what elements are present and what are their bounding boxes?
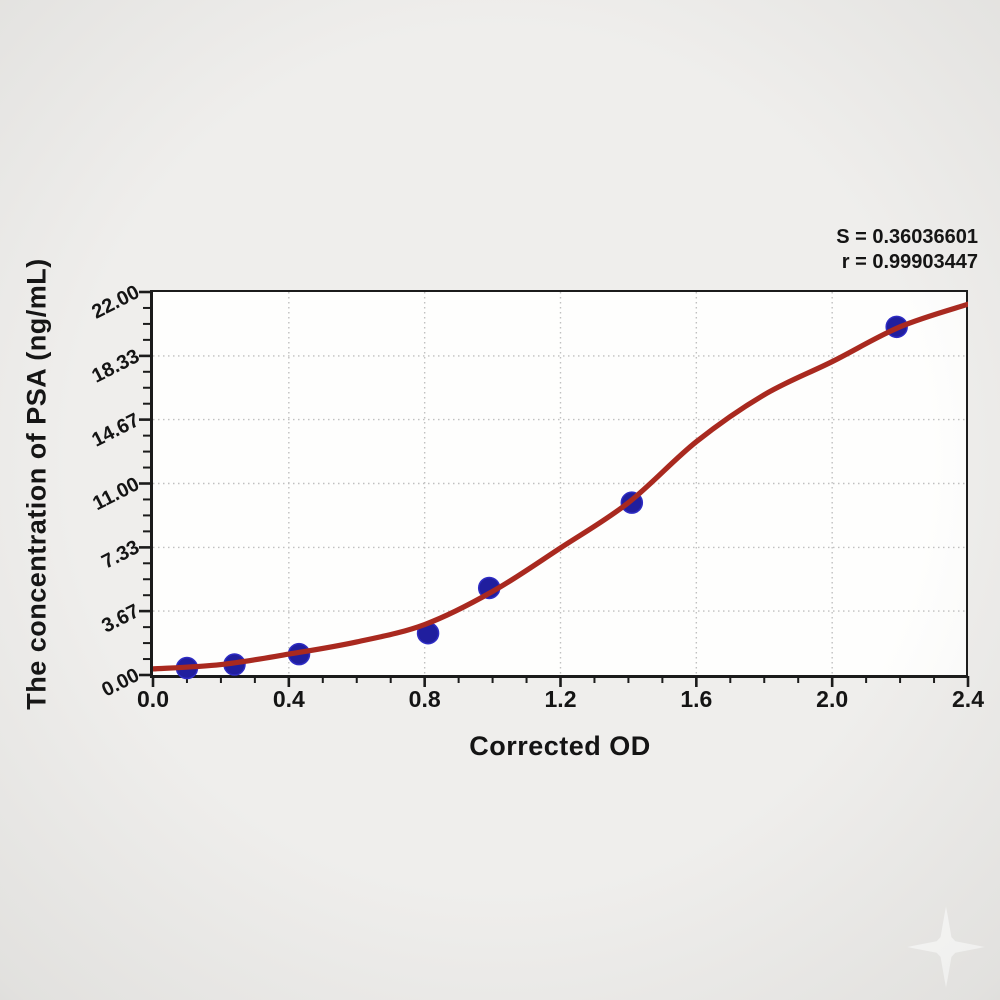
x-tick-label: 2.4 <box>952 686 984 712</box>
standard-curve-line <box>153 301 968 672</box>
x-tick-label: 0.8 <box>408 686 441 712</box>
x-tick-label: 2.0 <box>816 686 849 712</box>
x-axis-title: Corrected OD <box>469 731 651 761</box>
r-value-label: r = 0.99903447 <box>841 251 978 273</box>
fit-statistics: S = 0.36036601 r = 0.99903447 <box>836 225 978 275</box>
x-tick-label: 1.6 <box>680 686 713 712</box>
s-value-label: S = 0.36036601 <box>836 226 978 248</box>
x-tick-label: 0.0 <box>137 686 169 712</box>
y-axis-title: The concentration of PSA (ng/mL) <box>21 258 52 710</box>
x-tick-label: 1.2 <box>544 686 577 712</box>
x-tick-label: 0.4 <box>272 686 305 712</box>
